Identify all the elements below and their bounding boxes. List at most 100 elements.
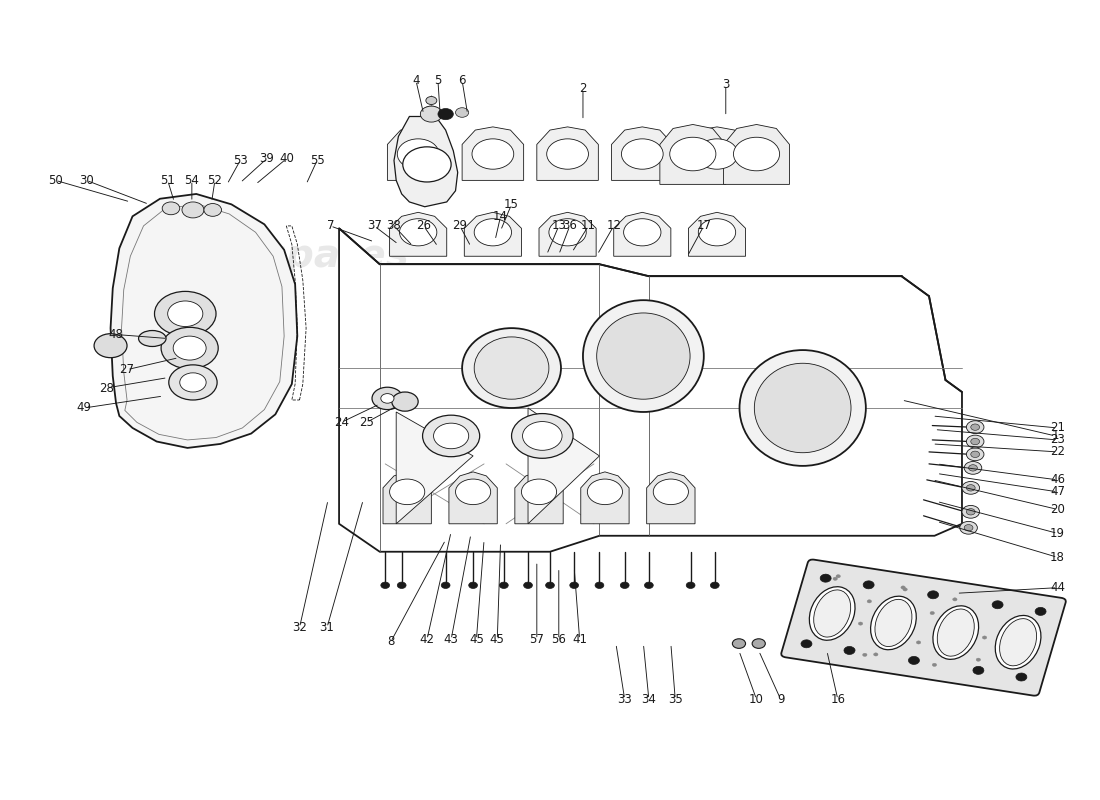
- Text: 49: 49: [77, 402, 91, 414]
- Circle shape: [381, 394, 394, 403]
- Circle shape: [392, 392, 418, 411]
- Polygon shape: [647, 472, 695, 524]
- Circle shape: [95, 334, 126, 358]
- Circle shape: [161, 327, 218, 369]
- Polygon shape: [724, 125, 790, 184]
- Polygon shape: [515, 472, 563, 524]
- Text: 13: 13: [551, 219, 566, 233]
- Polygon shape: [612, 127, 673, 180]
- Text: 1: 1: [1052, 430, 1059, 442]
- Ellipse shape: [916, 641, 921, 644]
- Circle shape: [426, 97, 437, 105]
- Text: 9: 9: [777, 693, 784, 706]
- Circle shape: [389, 479, 425, 505]
- Text: 36: 36: [562, 219, 578, 233]
- Text: 38: 38: [386, 219, 402, 233]
- Ellipse shape: [873, 653, 878, 656]
- Text: 42: 42: [419, 633, 435, 646]
- Circle shape: [168, 365, 217, 400]
- Text: eurospares: eurospares: [669, 477, 914, 515]
- Polygon shape: [387, 127, 449, 180]
- Text: 51: 51: [161, 174, 175, 187]
- Circle shape: [967, 509, 976, 515]
- Circle shape: [397, 582, 406, 589]
- Ellipse shape: [844, 646, 855, 654]
- Polygon shape: [537, 127, 598, 180]
- Text: 30: 30: [79, 174, 94, 187]
- Circle shape: [204, 203, 221, 216]
- Ellipse shape: [933, 606, 979, 659]
- Text: 7: 7: [327, 219, 334, 233]
- Ellipse shape: [824, 574, 828, 578]
- Ellipse shape: [851, 648, 855, 651]
- Text: 14: 14: [493, 210, 508, 223]
- Text: 33: 33: [617, 693, 632, 706]
- Polygon shape: [339, 228, 962, 552]
- Circle shape: [547, 139, 589, 170]
- Ellipse shape: [862, 654, 867, 657]
- Circle shape: [752, 638, 766, 648]
- Text: 5: 5: [434, 74, 441, 87]
- Circle shape: [962, 482, 980, 494]
- Circle shape: [179, 373, 206, 392]
- Text: 53: 53: [233, 154, 248, 167]
- Circle shape: [546, 582, 554, 589]
- Circle shape: [960, 522, 978, 534]
- Text: 21: 21: [1050, 422, 1065, 434]
- Circle shape: [686, 582, 695, 589]
- Polygon shape: [528, 408, 600, 524]
- Polygon shape: [539, 212, 596, 256]
- Ellipse shape: [901, 586, 905, 589]
- Text: 4: 4: [412, 74, 420, 87]
- Text: 35: 35: [668, 693, 683, 706]
- Circle shape: [734, 138, 780, 170]
- Circle shape: [433, 423, 469, 449]
- Circle shape: [499, 582, 508, 589]
- Text: 37: 37: [366, 219, 382, 233]
- Text: 52: 52: [208, 174, 222, 187]
- Text: 28: 28: [99, 382, 113, 394]
- Polygon shape: [383, 472, 431, 524]
- Ellipse shape: [870, 596, 916, 650]
- Text: 20: 20: [1050, 503, 1065, 516]
- Text: 45: 45: [490, 633, 505, 646]
- Circle shape: [438, 109, 453, 120]
- Text: 18: 18: [1050, 551, 1065, 564]
- Circle shape: [469, 582, 477, 589]
- Circle shape: [696, 139, 738, 170]
- Circle shape: [621, 139, 663, 170]
- Ellipse shape: [1035, 607, 1046, 615]
- Text: 45: 45: [469, 633, 484, 646]
- Polygon shape: [660, 125, 726, 184]
- Ellipse shape: [864, 581, 874, 589]
- Ellipse shape: [810, 586, 855, 640]
- Text: 50: 50: [48, 174, 63, 187]
- Text: 10: 10: [749, 693, 764, 706]
- Circle shape: [971, 424, 980, 430]
- Circle shape: [965, 525, 974, 531]
- Text: 27: 27: [120, 363, 134, 376]
- Circle shape: [474, 218, 512, 246]
- Text: 6: 6: [459, 74, 466, 87]
- FancyBboxPatch shape: [781, 559, 1066, 696]
- Circle shape: [522, 422, 562, 450]
- Ellipse shape: [836, 574, 840, 578]
- Text: 46: 46: [1050, 474, 1065, 486]
- Circle shape: [524, 582, 532, 589]
- Ellipse shape: [874, 599, 912, 646]
- Circle shape: [420, 106, 442, 122]
- Text: 23: 23: [1050, 434, 1065, 446]
- Text: 26: 26: [416, 219, 431, 233]
- Circle shape: [441, 582, 450, 589]
- Circle shape: [162, 202, 179, 214]
- Polygon shape: [689, 212, 746, 256]
- Circle shape: [154, 291, 216, 336]
- Circle shape: [549, 218, 586, 246]
- Circle shape: [624, 218, 661, 246]
- Polygon shape: [581, 472, 629, 524]
- Ellipse shape: [937, 609, 975, 656]
- Text: 22: 22: [1050, 446, 1065, 458]
- Text: 29: 29: [452, 219, 468, 233]
- Circle shape: [397, 139, 439, 170]
- Circle shape: [381, 582, 389, 589]
